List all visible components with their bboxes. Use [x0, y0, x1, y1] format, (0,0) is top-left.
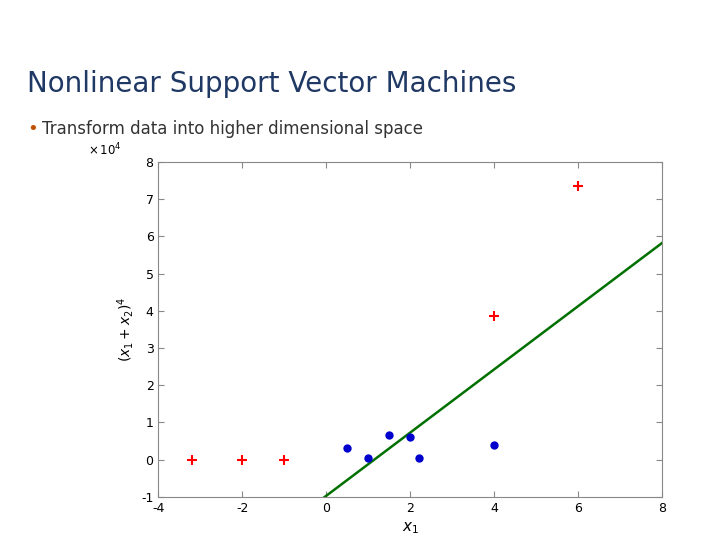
Text: Nonlinear Support Vector Machines: Nonlinear Support Vector Machines: [27, 70, 517, 98]
Text: Transform data into higher dimensional space: Transform data into higher dimensional s…: [42, 119, 423, 138]
X-axis label: $x_1$: $x_1$: [402, 520, 419, 536]
Y-axis label: $(x_1+x_2)^4$: $(x_1+x_2)^4$: [114, 297, 135, 362]
Text: •: •: [27, 119, 38, 138]
Text: $\times\,10^4$: $\times\,10^4$: [88, 142, 122, 159]
